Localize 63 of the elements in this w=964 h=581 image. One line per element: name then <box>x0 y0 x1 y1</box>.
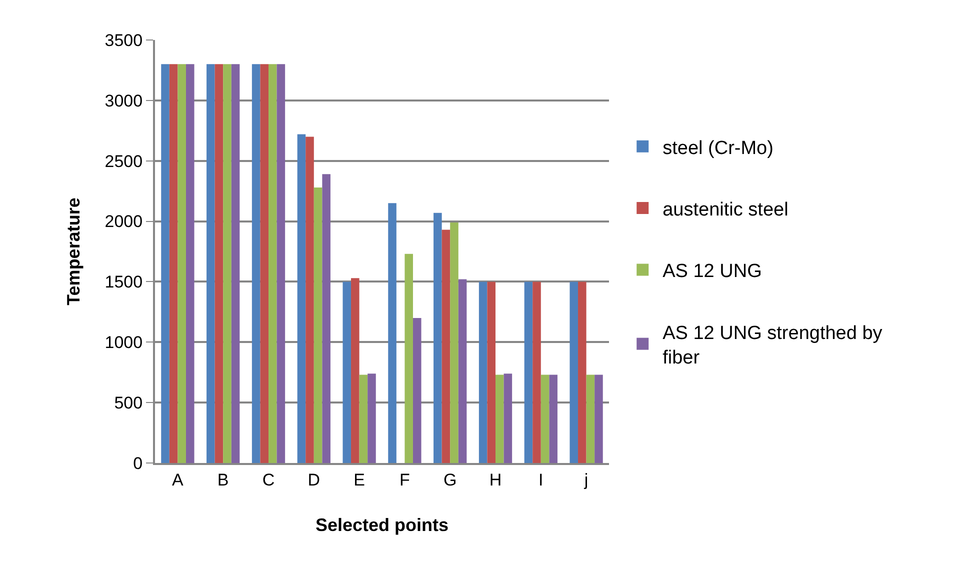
bar <box>322 174 330 463</box>
bar <box>434 212 442 463</box>
x-tick-label: G <box>443 470 457 490</box>
bar <box>578 282 586 463</box>
x-tick-label: B <box>217 470 229 490</box>
bar <box>458 279 467 463</box>
bar <box>306 136 314 463</box>
bar <box>169 64 178 463</box>
x-tick-label: C <box>262 470 275 490</box>
bar <box>570 282 578 463</box>
legend-label: austenitic steel <box>662 199 788 220</box>
bar <box>412 318 422 463</box>
bar <box>268 64 277 463</box>
bar <box>178 64 186 463</box>
bar <box>351 278 360 463</box>
bar <box>368 374 376 463</box>
y-tick-label: 0 <box>133 454 143 473</box>
x-tick-label: E <box>354 470 365 490</box>
bar <box>206 64 215 463</box>
bar <box>252 64 260 463</box>
bar <box>540 374 550 463</box>
bar <box>404 254 413 463</box>
bar <box>487 282 496 463</box>
y-tick-label: 3500 <box>104 30 143 50</box>
bar <box>214 64 224 463</box>
bar <box>450 222 458 463</box>
legend-label: steel (Cr-Mo) <box>662 138 774 159</box>
y-tick-label: 2000 <box>104 212 143 232</box>
x-tick-label: H <box>489 470 502 490</box>
bar <box>186 64 194 463</box>
bar <box>342 282 352 463</box>
legend-label: AS 12 UNG strengthed by fiber <box>662 322 883 369</box>
y-tick-label: 1000 <box>104 333 143 352</box>
y-tick-label: 500 <box>114 394 143 413</box>
bar <box>223 64 232 463</box>
x-tick-label: j <box>583 470 588 490</box>
bar <box>231 64 240 463</box>
x-tick-label: I <box>538 470 544 490</box>
y-tick-label: 3000 <box>104 91 143 110</box>
legend-label: AS 12 UNG <box>662 261 762 282</box>
x-axis-title: Selected points <box>315 515 449 535</box>
bar <box>297 134 306 463</box>
x-tick-label: A <box>172 470 184 490</box>
bar <box>549 374 558 463</box>
bar <box>504 374 512 463</box>
x-tick-label: D <box>308 470 320 490</box>
bar <box>161 64 170 463</box>
x-tick-label: F <box>400 470 410 490</box>
bar <box>276 64 286 463</box>
bar <box>314 187 322 463</box>
bar <box>594 374 603 463</box>
bar <box>442 230 450 463</box>
y-axis-title: Temperature <box>63 198 84 306</box>
bar <box>260 64 268 463</box>
bar <box>524 282 533 463</box>
bar <box>359 374 368 463</box>
bar <box>532 282 541 463</box>
bar <box>388 203 396 463</box>
bar <box>496 374 504 463</box>
bar <box>586 374 595 463</box>
y-tick-label: 2500 <box>104 152 143 171</box>
bar <box>478 282 488 463</box>
y-tick-label: 1500 <box>104 272 143 292</box>
